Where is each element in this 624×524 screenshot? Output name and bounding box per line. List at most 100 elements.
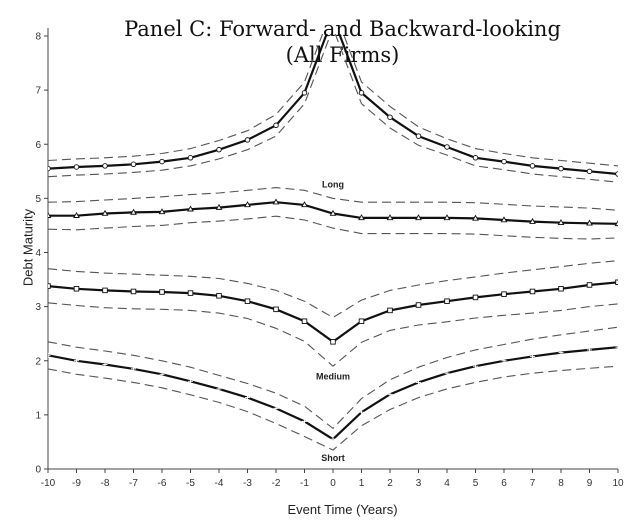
y-tick-label: 3 (35, 302, 41, 313)
medium-point (387, 307, 393, 314)
long-point (615, 171, 618, 177)
medium-point (244, 298, 251, 304)
series-2-point (614, 220, 618, 227)
y-tick-label: 8 (35, 32, 41, 43)
medium-point (273, 306, 279, 313)
series-2-point (130, 208, 137, 215)
short-point (216, 386, 222, 392)
x-tick-label: 10 (612, 478, 624, 489)
long-point (444, 144, 450, 150)
annotation-medium: Medium (316, 372, 350, 382)
short-point (587, 347, 592, 353)
medium-point (472, 294, 479, 301)
medium-point (615, 279, 618, 286)
long-point (216, 146, 222, 153)
y-tick-label: 4 (35, 248, 41, 259)
long-point (529, 163, 536, 169)
plot-series-group (48, 34, 618, 451)
x-tick-label: 5 (473, 478, 479, 489)
x-tick-label: -2 (272, 478, 281, 489)
long-point (301, 90, 308, 96)
short-point (330, 436, 336, 442)
y-tick-label: 0 (35, 465, 41, 476)
long-point (273, 122, 279, 129)
series-2-point (48, 211, 52, 218)
series-2-point (158, 208, 166, 215)
x-tick-label: -7 (129, 478, 138, 489)
chart-title-line2: (All Firms) (285, 43, 400, 67)
long-point (187, 155, 194, 161)
medium-point (558, 286, 564, 292)
series-2-point (301, 201, 308, 208)
medium-point (501, 291, 507, 297)
series-2-point (358, 214, 365, 221)
x-tick-label: 6 (501, 478, 507, 489)
x-tick-label: 2 (387, 478, 393, 489)
long-ci-lower (48, 34, 618, 183)
series-2-point (215, 203, 223, 210)
series-2-point (386, 214, 394, 221)
short-point (245, 395, 250, 401)
short-point (615, 344, 618, 350)
medium-point (48, 283, 51, 289)
y-tick-label: 2 (35, 356, 41, 367)
y-tick-label: 6 (35, 140, 41, 151)
medium-point (102, 287, 108, 294)
x-tick-label: -8 (101, 478, 110, 489)
x-tick-label: 8 (558, 478, 564, 489)
x-tick-label: 7 (530, 478, 536, 489)
short-point (131, 366, 136, 372)
medium-point (529, 288, 536, 295)
long-point (159, 158, 165, 165)
short-point (273, 405, 279, 411)
series-2-point (529, 217, 536, 224)
x-tick-label: -4 (215, 478, 224, 489)
medium-point (415, 302, 422, 308)
medium-point (301, 318, 308, 324)
long-point (586, 168, 593, 175)
x-tick-label: 3 (416, 478, 422, 489)
y-tick-label: 7 (35, 86, 41, 97)
medium-point (586, 282, 593, 288)
short-ci-lower (48, 365, 618, 451)
series-2-ci-upper (48, 187, 618, 211)
short-point (473, 363, 478, 369)
series-2-point (443, 214, 451, 221)
long-point (48, 165, 51, 172)
medium-point (444, 298, 450, 304)
short-point (558, 350, 564, 356)
long-point (102, 163, 108, 169)
medium-ci-upper (48, 260, 618, 319)
x-tick-label: -10 (41, 478, 56, 489)
medium-point (330, 339, 336, 345)
long-point (387, 114, 393, 120)
series-2-point (472, 214, 479, 221)
medium-point (73, 286, 80, 292)
long-point (558, 165, 564, 172)
chart-title-line1: Panel C: Forward- and Backward-looking (124, 17, 561, 41)
series-2-point (415, 214, 422, 221)
x-tick-label: 0 (330, 478, 336, 489)
long-point (415, 133, 422, 139)
series-2-point (329, 209, 337, 216)
x-tick-label: -1 (300, 478, 309, 489)
series-2-point (272, 198, 280, 205)
x-tick-label: -3 (243, 478, 252, 489)
series-2-ci-lower (48, 215, 618, 240)
short-line (48, 346, 618, 441)
series-2-point (244, 201, 251, 208)
series-2-point (500, 216, 508, 223)
medium-point (216, 293, 222, 299)
short-point (302, 418, 307, 424)
long-point (358, 90, 365, 96)
annotation-short: Short (321, 453, 345, 463)
long-point (244, 137, 251, 143)
short-point (159, 371, 165, 377)
y-axis-label: Debt Maturity (20, 208, 36, 287)
long-ci-upper (48, 34, 618, 167)
short-point (530, 353, 535, 359)
short-point (74, 358, 79, 364)
medium-point (130, 288, 137, 295)
short-point (387, 391, 393, 397)
